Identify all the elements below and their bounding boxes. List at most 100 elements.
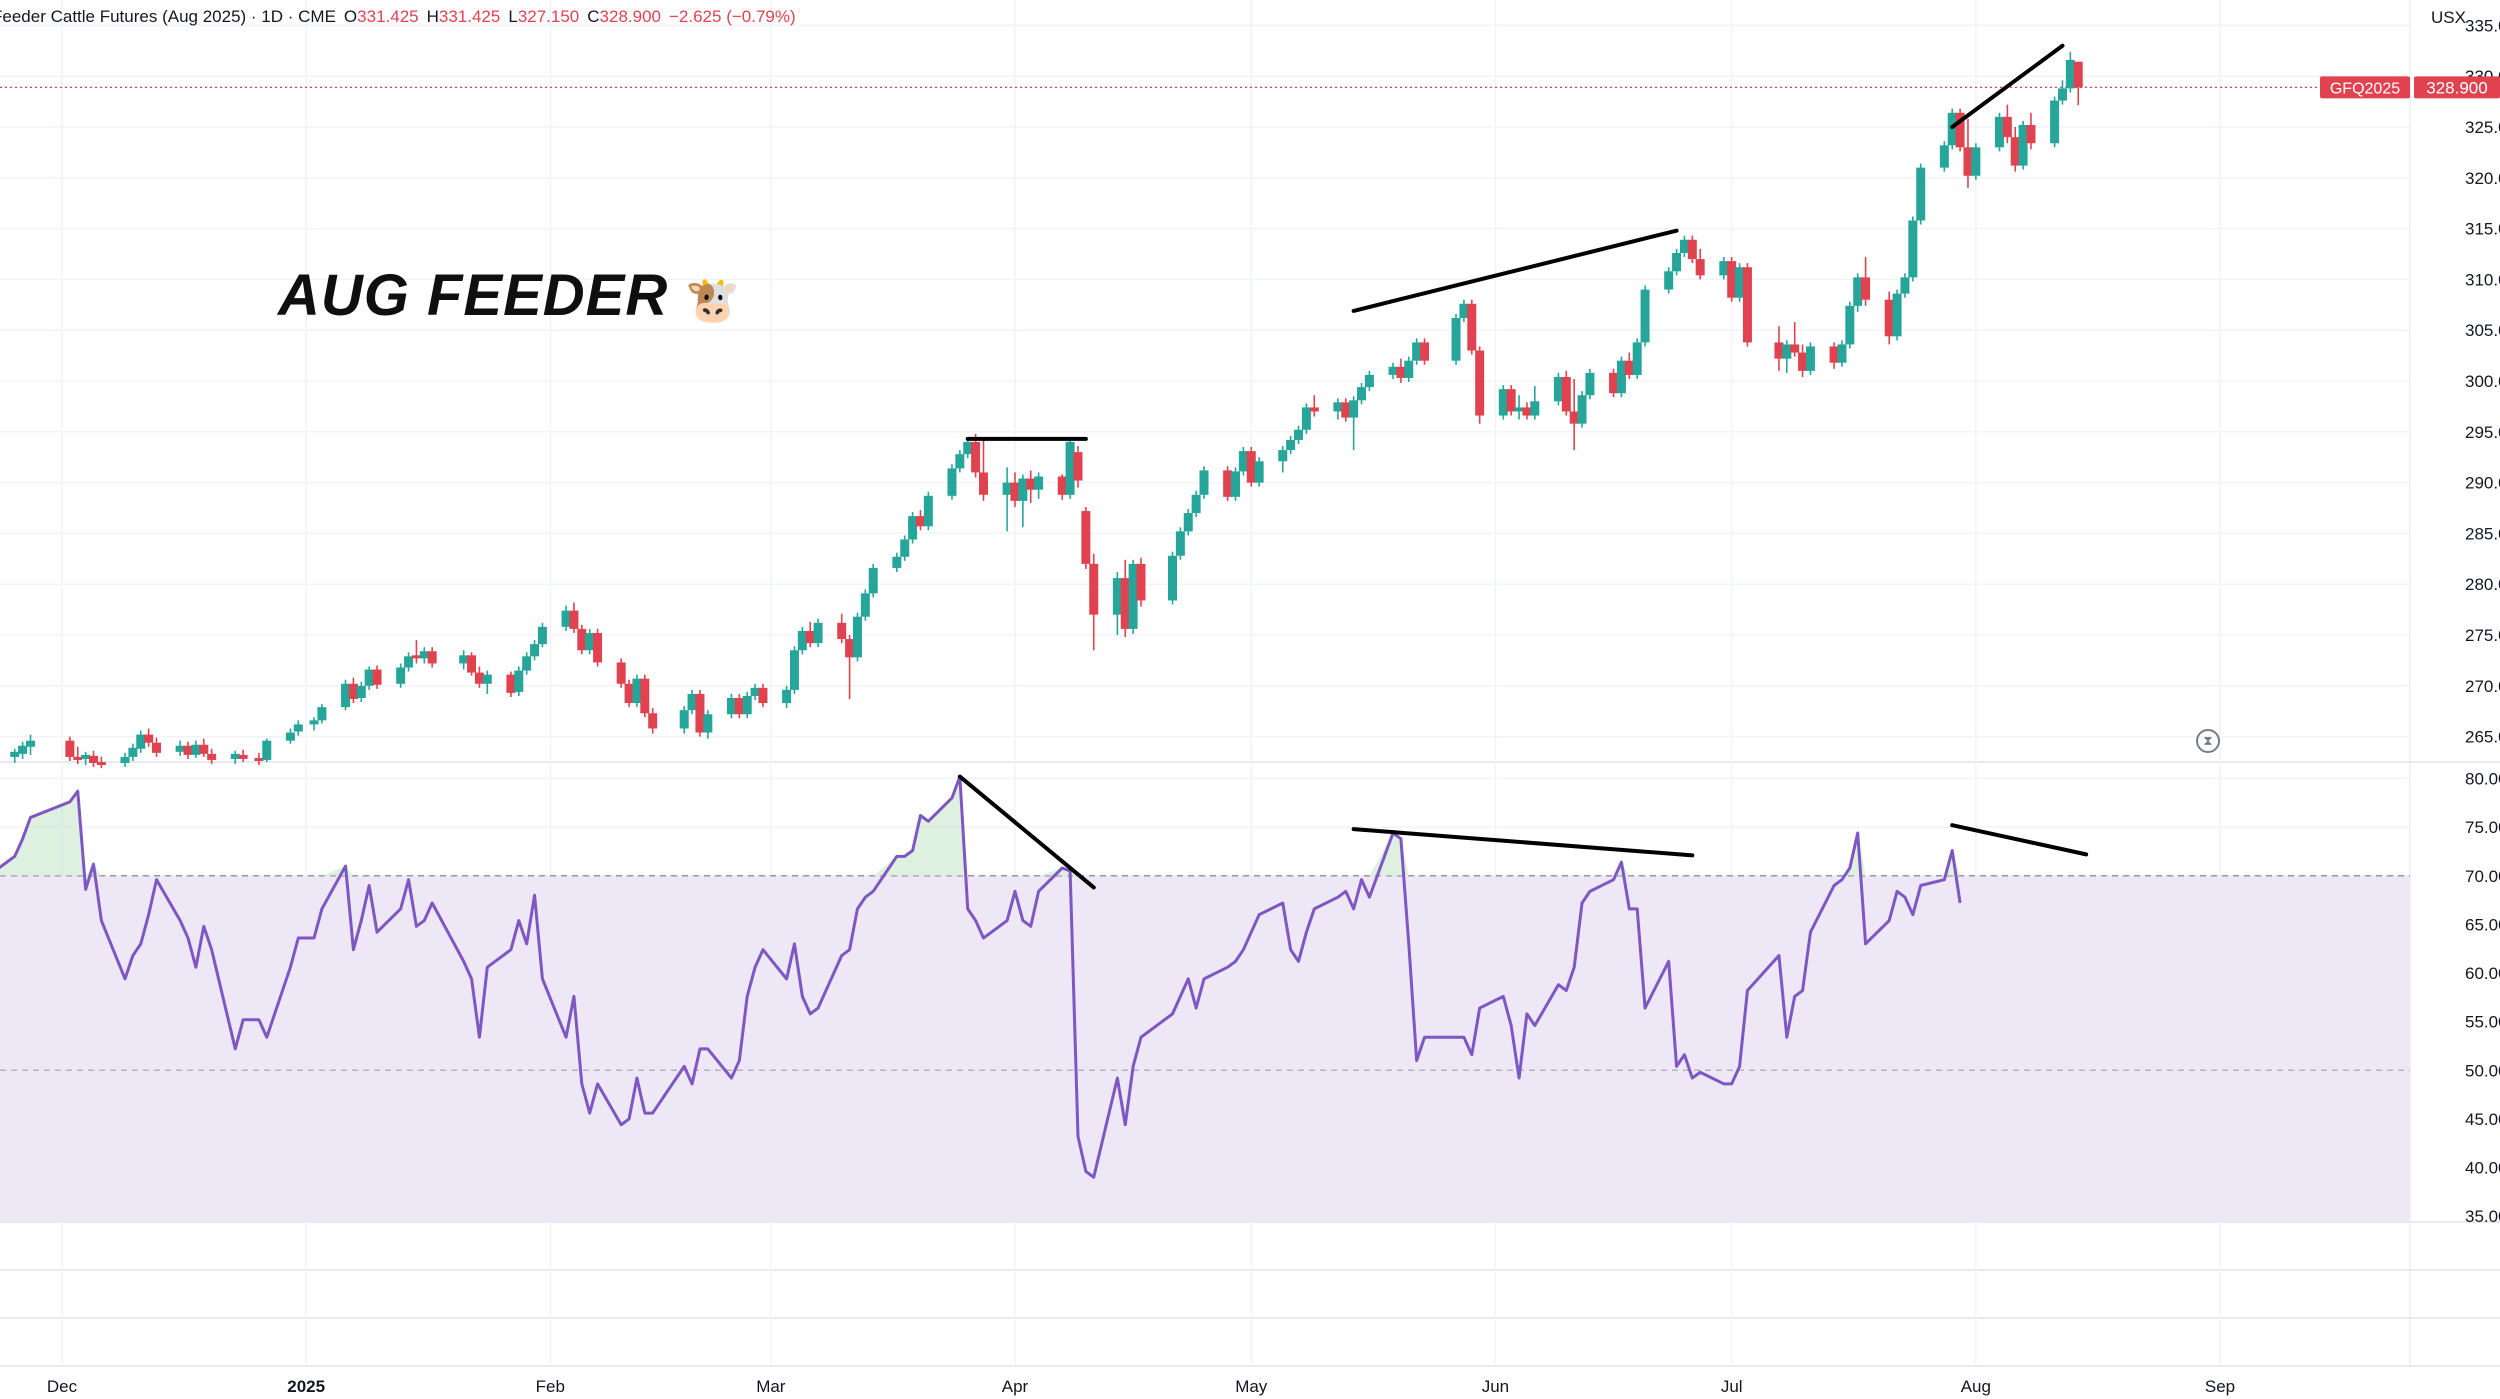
candle-body xyxy=(73,756,83,760)
replay-timer-icon[interactable]: ⧗ xyxy=(2196,729,2220,753)
candle-body xyxy=(2065,59,2075,89)
candle-body xyxy=(758,687,768,704)
candle-body xyxy=(585,632,595,651)
candle-body xyxy=(1530,401,1540,416)
price-tick-label: 280.000 xyxy=(2465,575,2500,594)
rsi-tick-label: 80.00 xyxy=(2465,770,2500,789)
rsi-overbought-fill xyxy=(14,838,23,876)
price-tick-label: 290.000 xyxy=(2465,474,2500,493)
candle-body xyxy=(10,751,20,757)
time-tick-label: Aug xyxy=(1961,1377,1991,1396)
candle-body xyxy=(1199,470,1209,495)
candle-body xyxy=(309,720,319,725)
time-tick-label: Feb xyxy=(536,1377,565,1396)
candle-body xyxy=(695,693,705,733)
candle-body xyxy=(1522,407,1532,416)
candle-body xyxy=(1585,372,1595,396)
legend-header[interactable]: Feeder Cattle Futures (Aug 2025) · 1D · … xyxy=(0,2,796,32)
candle-body xyxy=(1616,360,1626,394)
rsi-trendline xyxy=(1351,827,1695,858)
candle-body xyxy=(1073,452,1083,481)
candle-body xyxy=(1798,352,1808,371)
candle-body xyxy=(978,472,988,495)
candle-body xyxy=(1026,478,1036,490)
candle-body xyxy=(411,655,421,659)
candle-body xyxy=(734,697,744,715)
candle-body xyxy=(1829,346,1839,363)
candle-body xyxy=(1223,470,1233,497)
candle-body xyxy=(1246,451,1256,483)
candle-body xyxy=(183,745,193,755)
candle-body xyxy=(1514,407,1524,412)
candle-body xyxy=(845,639,855,658)
candle-body xyxy=(1451,318,1461,361)
candle-body xyxy=(1782,344,1792,359)
candle-body xyxy=(1034,476,1044,490)
candle-body xyxy=(687,693,697,711)
candle-body xyxy=(136,734,146,749)
currency-button[interactable]: USX xyxy=(2431,8,2466,27)
candle-body xyxy=(1396,366,1406,378)
rsi-tick-label: 35.00 xyxy=(2465,1207,2500,1226)
candle-body xyxy=(1341,402,1351,418)
candle-body xyxy=(254,757,264,761)
candle-body xyxy=(1892,293,1902,337)
rsi-line xyxy=(0,775,1962,1179)
candle-body xyxy=(1790,344,1800,353)
time-axis[interactable]: Dec 2025 Feb Mar Apr May Jun Jul Aug Sep xyxy=(47,1377,2235,1396)
chart-annotation[interactable]: AUG FEEDER 🐮 xyxy=(278,262,741,329)
candle-body xyxy=(530,644,540,657)
rsi-overbought-fill xyxy=(30,801,70,876)
rsi-tick-label: 65.00 xyxy=(2465,915,2500,934)
symbol-title[interactable]: Feeder Cattle Futures (Aug 2025) · 1D · … xyxy=(0,7,336,26)
candle-body xyxy=(459,655,469,664)
candle-body xyxy=(356,685,366,698)
candle-body xyxy=(1884,299,1894,337)
candle-body xyxy=(293,724,303,732)
candle-body xyxy=(971,441,981,473)
candle-body xyxy=(199,744,209,754)
time-tick-label: Jul xyxy=(1721,1377,1743,1396)
last-price-badge: GFQ2025 328.900 xyxy=(2320,76,2500,99)
candle-body xyxy=(1687,239,1697,260)
candle-body xyxy=(1112,578,1122,615)
price-trendline xyxy=(1950,43,2065,129)
candle-body xyxy=(1081,511,1091,564)
time-tick-label: Dec xyxy=(47,1377,78,1396)
rsi-overbought-fill xyxy=(951,776,960,876)
rsi-overbought-fill xyxy=(22,817,31,876)
candle-body xyxy=(1994,116,2004,148)
candle-body xyxy=(1467,303,1477,351)
candle-body xyxy=(2002,116,2012,138)
price-tick-label: 300.000 xyxy=(2465,372,2500,391)
high-label: H xyxy=(426,7,439,26)
candle-body xyxy=(419,651,429,659)
rsi-overbought-fill xyxy=(0,856,15,876)
candle-body xyxy=(514,670,524,692)
time-tick-label: Mar xyxy=(756,1377,786,1396)
candle-body xyxy=(782,689,792,704)
open-label: O xyxy=(343,7,358,26)
candle-body xyxy=(25,740,35,747)
candlestick-series xyxy=(10,51,2083,769)
candle-body xyxy=(1939,145,1949,168)
candle-body xyxy=(467,655,477,673)
high-value: 331.425 xyxy=(438,7,501,26)
price-tick-label: 315.000 xyxy=(2465,220,2500,239)
candle-body xyxy=(1120,578,1130,629)
rsi-trendline xyxy=(957,774,1096,890)
candle-body xyxy=(1286,439,1296,451)
candle-body xyxy=(1577,395,1587,424)
rsi-overbought-fill xyxy=(1393,832,1401,876)
price-axis[interactable]: 335.000330.000325.000320.000315.000310.0… xyxy=(2465,16,2500,1226)
candle-body xyxy=(1018,478,1028,501)
candle-body xyxy=(1231,471,1241,497)
candle-body xyxy=(1404,360,1414,378)
price-tick-label: 305.000 xyxy=(2465,321,2500,340)
candle-body xyxy=(915,516,925,527)
candle-body xyxy=(474,672,484,684)
candle-body xyxy=(81,754,91,759)
candle-body xyxy=(1065,441,1075,495)
candle-body xyxy=(616,662,626,684)
